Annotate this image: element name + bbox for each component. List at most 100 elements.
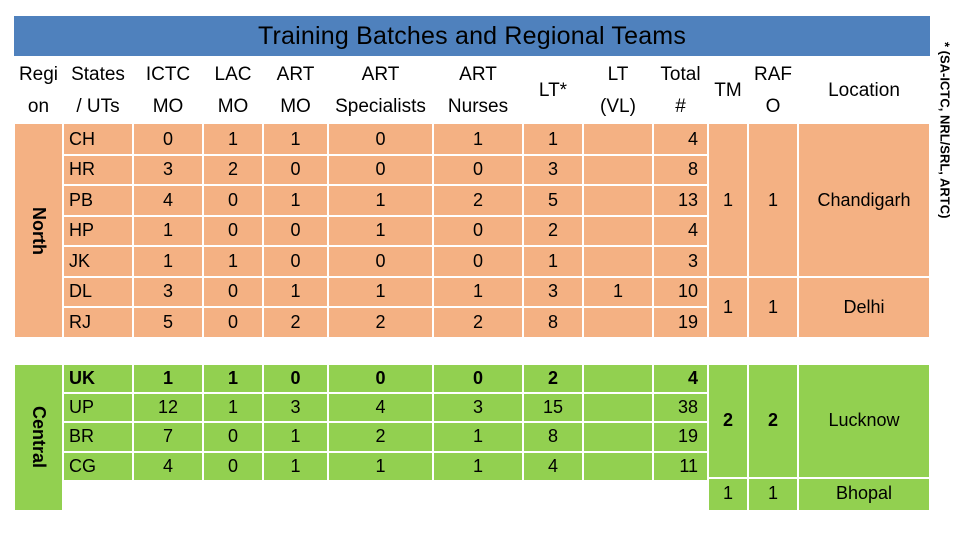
header-line: Specialists: [335, 96, 426, 117]
location-cell: Delhi: [798, 276, 930, 338]
footnote-vertical: * (SA-ICTC, NRL/SRL, ARTC): [930, 0, 960, 260]
value-cell: [583, 215, 653, 246]
value-cell: 0: [433, 364, 523, 394]
value-cell: [583, 154, 653, 185]
state-cell: RJ: [63, 307, 133, 338]
value-cell: 0: [433, 246, 523, 277]
header-line: Location: [828, 80, 900, 101]
state-cell: DL: [63, 276, 133, 307]
value-cell: 1: [433, 422, 523, 452]
value-cell: 0: [263, 154, 328, 185]
value-cell: [583, 480, 653, 510]
header-line: MO: [152, 96, 184, 117]
state-cell: JK: [63, 246, 133, 277]
grid-line: [708, 476, 930, 479]
state-cell: PB: [63, 185, 133, 216]
value-cell: 1: [203, 124, 263, 155]
grid-line: [522, 364, 524, 510]
grid-line: [522, 124, 524, 338]
header-cell: RAF O: [748, 58, 798, 124]
header-cell: LT (VL): [583, 58, 653, 124]
value-cell: [583, 246, 653, 277]
value-cell: [328, 480, 433, 510]
value-cell: 1: [133, 215, 203, 246]
header-cell: Location: [798, 58, 930, 124]
value-cell: 2: [328, 422, 433, 452]
header-line: MO: [280, 96, 311, 117]
grid-line: [13, 124, 15, 338]
value-cell: 1: [203, 246, 263, 277]
value-cell: 0: [433, 215, 523, 246]
value-cell: 3: [133, 276, 203, 307]
value-cell: 12: [133, 393, 203, 423]
grid-line: [327, 364, 329, 510]
page-title: Training Batches and Regional Teams: [257, 22, 687, 50]
value-cell: 4: [133, 185, 203, 216]
value-cell: 2: [523, 215, 583, 246]
header-line: Regi: [18, 64, 59, 85]
grid-line: [63, 306, 708, 308]
value-cell: [653, 480, 708, 510]
grid-line: [929, 364, 931, 510]
value-cell: 7: [133, 422, 203, 452]
header-cell: Regi on: [14, 58, 63, 124]
value-cell: 0: [263, 215, 328, 246]
value-cell: 3: [523, 276, 583, 307]
value-cell: 5: [523, 185, 583, 216]
header-line: ART: [361, 64, 400, 85]
header-line: LT*: [538, 80, 568, 101]
grid-line: [707, 124, 709, 338]
value-cell: 1: [328, 185, 433, 216]
grid-line: [132, 124, 134, 338]
grid-line: [202, 364, 204, 510]
value-cell: 15: [523, 393, 583, 423]
value-cell: 5: [133, 307, 203, 338]
state-cell: CG: [63, 451, 133, 481]
value-cell: 1: [433, 124, 523, 155]
grid-line: [747, 364, 749, 510]
value-cell: 8: [653, 154, 708, 185]
value-cell: 0: [203, 451, 263, 481]
value-cell: 1: [328, 451, 433, 481]
value-cell: [583, 124, 653, 155]
value-cell: 0: [263, 246, 328, 277]
grid-line: [132, 364, 134, 510]
value-cell: 1: [263, 276, 328, 307]
location-cell: Chandigarh: [798, 124, 930, 277]
header-cell: LAC MO: [203, 58, 263, 124]
header-cell: Total #: [653, 58, 708, 124]
tm-cell: 1: [708, 124, 748, 277]
value-cell: 1: [263, 451, 328, 481]
value-cell: 13: [653, 185, 708, 216]
value-cell: 1: [133, 246, 203, 277]
value-cell: 0: [203, 185, 263, 216]
value-cell: 0: [328, 246, 433, 277]
value-cell: [583, 451, 653, 481]
value-cell: 1: [523, 246, 583, 277]
value-cell: [433, 480, 523, 510]
value-cell: 3: [133, 154, 203, 185]
header-line: ICTC: [145, 64, 191, 85]
value-cell: 2: [433, 185, 523, 216]
header-line: ART: [276, 64, 315, 85]
value-cell: 3: [523, 154, 583, 185]
value-cell: 1: [328, 276, 433, 307]
state-cell: HP: [63, 215, 133, 246]
region-label-central: Central: [14, 364, 63, 510]
footnote-text: * (SA-ICTC, NRL/SRL, ARTC): [937, 41, 953, 219]
grid-line: [63, 421, 708, 424]
value-cell: 10: [653, 276, 708, 307]
grid-line: [63, 245, 708, 247]
value-cell: 2: [523, 364, 583, 394]
value-cell: 0: [203, 422, 263, 452]
value-cell: [263, 480, 328, 510]
header-line: TM: [714, 80, 742, 101]
grid-line: [63, 214, 708, 217]
value-cell: 2: [433, 307, 523, 338]
value-cell: 2: [263, 307, 328, 338]
value-cell: 0: [133, 124, 203, 155]
value-cell: 8: [523, 422, 583, 452]
rafo-cell: 1: [748, 276, 798, 338]
rafo-cell: 2: [748, 364, 798, 478]
grid-line: [707, 364, 709, 510]
